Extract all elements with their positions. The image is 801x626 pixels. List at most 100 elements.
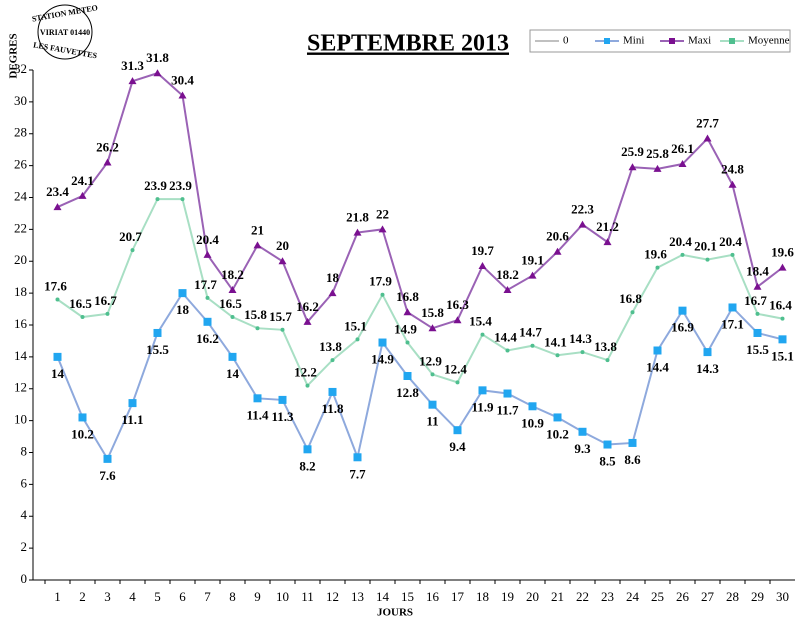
marker (155, 197, 160, 202)
value-label: 14.1 (544, 334, 567, 349)
marker (303, 317, 312, 325)
marker (678, 306, 687, 315)
value-label: 16.5 (219, 296, 242, 311)
marker (353, 453, 362, 462)
value-label: 12.2 (294, 365, 317, 380)
value-label: 23.9 (169, 178, 192, 193)
value-label: 20.4 (196, 232, 219, 247)
marker (205, 295, 210, 300)
marker (578, 220, 587, 228)
y-tick-label: 4 (21, 507, 28, 522)
value-label: 16.2 (296, 299, 319, 314)
value-label: 24.1 (71, 173, 94, 188)
marker (228, 285, 237, 293)
stamp-text: VIRIAT 01440 (40, 28, 90, 37)
marker (628, 438, 637, 447)
value-label: 11 (426, 414, 438, 429)
marker (703, 348, 712, 357)
y-tick-label: 12 (14, 380, 27, 395)
value-label: 14.7 (519, 325, 542, 340)
marker (78, 413, 87, 422)
value-label: 16.3 (446, 297, 469, 312)
x-tick-label: 15 (401, 589, 414, 604)
x-tick-label: 2 (79, 589, 86, 604)
marker (653, 164, 662, 172)
marker (130, 248, 135, 253)
marker (530, 343, 535, 348)
marker (455, 380, 460, 385)
value-label: 12.9 (419, 353, 442, 368)
marker (128, 399, 137, 408)
x-tick-label: 11 (301, 589, 314, 604)
value-label: 17.9 (369, 274, 392, 289)
value-label: 15.5 (146, 342, 169, 357)
value-label: 31.8 (146, 50, 169, 65)
y-tick-label: 6 (21, 475, 28, 490)
x-tick-label: 1 (54, 589, 61, 604)
y-tick-label: 28 (14, 125, 27, 140)
legend-label: 0 (563, 35, 569, 47)
marker (603, 440, 612, 449)
marker (730, 252, 735, 257)
value-label: 24.8 (721, 162, 744, 177)
marker (55, 297, 60, 302)
value-label: 10.2 (546, 426, 569, 441)
value-label: 7.7 (349, 466, 366, 481)
x-tick-label: 10 (276, 589, 289, 604)
value-label: 15.8 (244, 307, 267, 322)
marker (380, 292, 385, 297)
marker (653, 346, 662, 355)
marker (503, 285, 512, 293)
x-tick-label: 22 (576, 589, 589, 604)
y-tick-label: 18 (14, 284, 27, 299)
x-tick-label: 23 (601, 589, 614, 604)
y-tick-label: 0 (21, 571, 28, 586)
x-tick-label: 5 (154, 589, 161, 604)
marker (153, 69, 162, 77)
marker (328, 289, 337, 297)
value-label: 16.4 (769, 298, 792, 313)
value-label: 20 (276, 238, 289, 253)
x-tick-label: 26 (676, 589, 690, 604)
value-label: 25.9 (621, 144, 644, 159)
value-label: 13.8 (319, 339, 342, 354)
legend-marker (729, 38, 735, 44)
value-label: 9.3 (574, 441, 591, 456)
value-label: 17.7 (194, 277, 217, 292)
value-label: 15.7 (269, 309, 292, 324)
marker (378, 338, 387, 347)
marker (628, 163, 637, 171)
value-label: 25.8 (646, 146, 669, 161)
marker (230, 315, 235, 320)
value-label: 15.4 (469, 314, 492, 329)
legend-marker (604, 38, 610, 44)
marker (405, 340, 410, 345)
x-tick-label: 24 (626, 589, 640, 604)
marker (403, 308, 412, 316)
x-tick-label: 9 (254, 589, 261, 604)
marker (753, 328, 762, 337)
value-label: 16.8 (396, 289, 419, 304)
marker (478, 386, 487, 395)
marker (680, 252, 685, 257)
value-label: 15.1 (771, 348, 794, 363)
value-label: 14.9 (394, 322, 417, 337)
marker (53, 203, 62, 211)
x-tick-label: 20 (526, 589, 539, 604)
value-label: 21.8 (346, 210, 369, 225)
marker (280, 327, 285, 332)
marker (528, 271, 537, 279)
value-label: 11.8 (321, 401, 344, 416)
x-tick-label: 7 (204, 589, 211, 604)
value-label: 16.5 (69, 296, 92, 311)
value-label: 31.3 (121, 58, 144, 73)
marker (528, 402, 537, 411)
value-label: 14 (51, 366, 65, 381)
x-tick-label: 14 (376, 589, 390, 604)
value-label: 14.3 (696, 361, 719, 376)
value-label: 19.1 (521, 253, 544, 268)
value-label: 15.5 (746, 342, 769, 357)
x-tick-label: 12 (326, 589, 339, 604)
marker (253, 241, 262, 249)
